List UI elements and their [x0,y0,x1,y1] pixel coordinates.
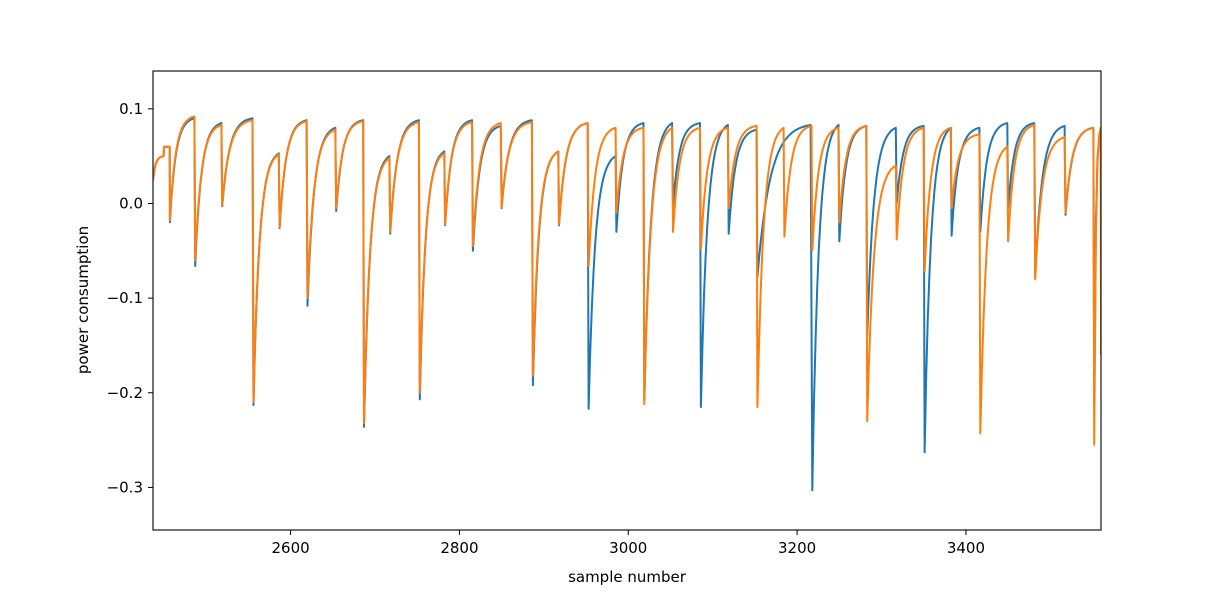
x-tick-label: 3200 [778,539,816,557]
x-tick-label: 2600 [272,539,310,557]
y-tick-label: −0.3 [107,478,143,496]
y-tick-label: −0.2 [107,384,143,402]
tick-layer: 2600 2800 3000 3200 3400 0.1 0.0 −0.1 −0.2 −0.3 [107,100,985,557]
y-axis-label: power consumption [74,226,92,374]
x-axis-label: sample number [568,568,687,586]
plot-frame [152,70,1102,531]
series-2-line [153,115,1101,446]
x-tick-label: 3000 [609,539,647,557]
y-tick-label: −0.1 [107,289,143,307]
x-tick-label: 3400 [947,539,985,557]
x-tick-label: 2800 [440,539,478,557]
y-tick-label: 0.0 [119,194,143,212]
y-tick-label: 0.1 [119,100,143,118]
series-layer [153,115,1101,492]
